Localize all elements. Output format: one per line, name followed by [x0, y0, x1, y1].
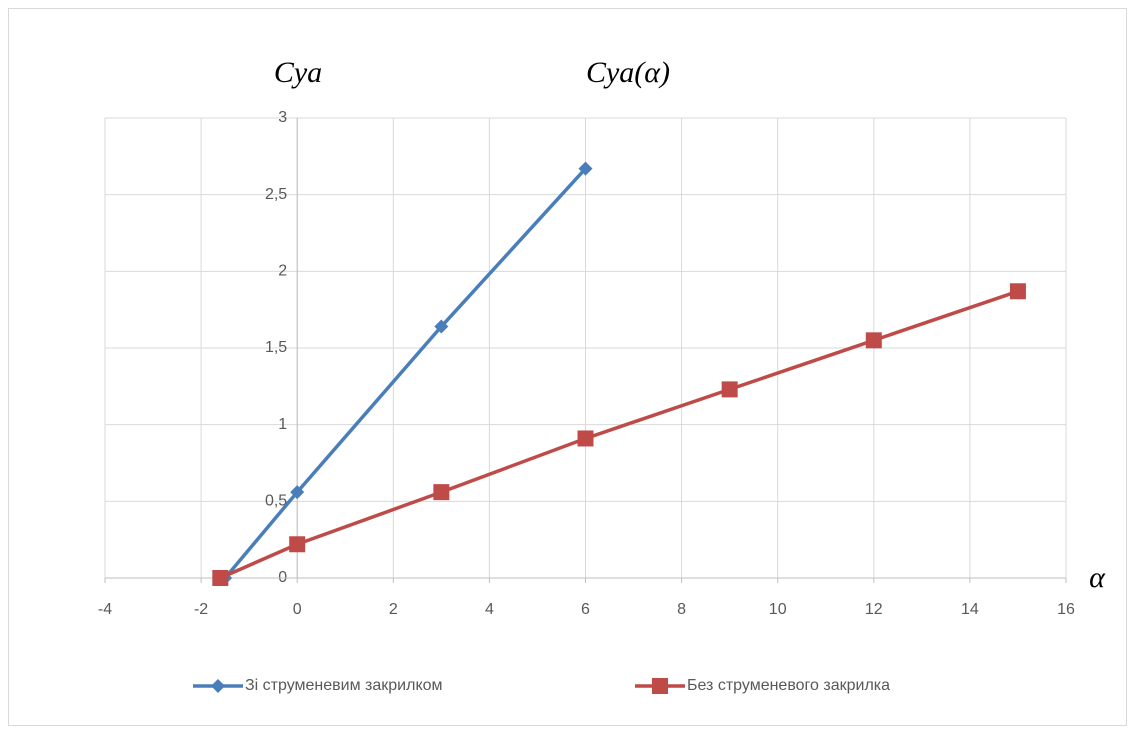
x-tick-label: 2 — [389, 601, 398, 618]
marker — [865, 332, 882, 349]
marker — [577, 430, 594, 447]
y-axis-label: Cya — [274, 56, 322, 89]
y-tick-label: 1 — [278, 416, 287, 433]
marker — [434, 319, 449, 334]
x-tick-label: 14 — [961, 601, 979, 618]
x-tick-label: 12 — [865, 601, 883, 618]
marker — [578, 161, 593, 176]
y-tick-label: 3 — [278, 109, 287, 126]
chart-title: Cya(α) — [586, 56, 670, 89]
marker — [212, 570, 229, 586]
x-tick-label: -4 — [98, 601, 112, 618]
marker — [1009, 283, 1026, 300]
x-tick-label: 6 — [581, 601, 590, 618]
marker — [433, 484, 450, 501]
marker — [211, 679, 225, 693]
legend-label: Зі струменевим закрилком — [245, 677, 443, 694]
x-tick-label: 10 — [769, 601, 787, 618]
y-tick-label: 2,5 — [265, 186, 287, 203]
x-tick-label: 4 — [485, 601, 494, 618]
marker — [721, 381, 738, 398]
marker — [289, 536, 306, 553]
x-tick-label: 16 — [1057, 601, 1075, 618]
y-tick-label: 2 — [278, 263, 287, 280]
x-tick-label: 0 — [293, 601, 302, 618]
marker — [290, 485, 305, 500]
y-tick-label: 1,5 — [265, 339, 287, 356]
x-axis-label: α — [1089, 561, 1106, 594]
x-tick-label: 8 — [677, 601, 686, 618]
x-tick-label: -2 — [194, 601, 208, 618]
series-line — [223, 167, 587, 580]
marker — [652, 678, 668, 694]
legend-label: Без струменевого закрилка — [687, 677, 890, 694]
y-tick-label: 0,5 — [265, 493, 287, 510]
chart-border — [8, 8, 1127, 726]
